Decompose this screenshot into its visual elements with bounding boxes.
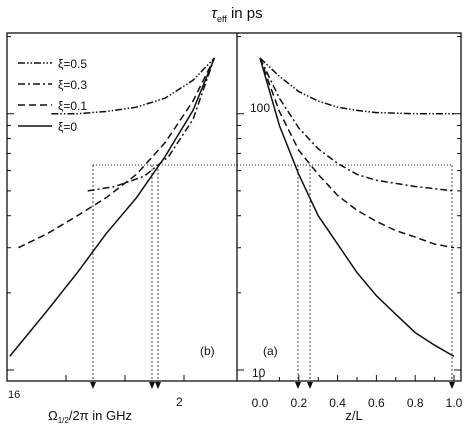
legend-label-2: ξ=0.1: [58, 99, 87, 113]
y-tick-label-100: 100: [250, 101, 270, 115]
panel-label-a: (a): [263, 344, 278, 358]
x-tick-label-16: 16: [8, 389, 20, 401]
legend-label-1: ξ=0.3: [58, 78, 87, 92]
x-ticks-panel-a: 0.0 0.2 0.4 0.6 0.8 1.0: [6, 375, 463, 410]
data-curves: [9, 57, 455, 358]
guide-arrowhead: [307, 382, 313, 389]
x-axis-label-a: z/L: [345, 408, 362, 423]
x-tick-label-2: 2: [176, 395, 183, 409]
x-tick-label-a: 0.4: [329, 396, 346, 410]
x-tick-label-a: 0.0: [252, 396, 269, 410]
guide-arrowhead: [90, 382, 96, 389]
panel-b-series-2: [18, 57, 216, 249]
chart-title: τeff in ps: [211, 5, 262, 24]
y-tick-label-10: 10: [252, 366, 266, 380]
plot-frame: [6, 32, 462, 382]
legend-label-0: ξ=0.5: [58, 57, 87, 71]
guide-arrowhead: [449, 382, 455, 389]
guide-arrows: [90, 165, 455, 389]
legend-label-3: ξ=0: [58, 120, 77, 134]
x-tick-label-a: 1.0: [446, 396, 463, 410]
panel-a-series-1: [259, 57, 455, 192]
guide-arrowhead: [155, 382, 161, 389]
panel-b-series-1: [87, 57, 216, 192]
panel-b-series-0: [51, 57, 215, 115]
panel-a-series-3: [259, 57, 455, 358]
x-tick-label-a: 0.2: [290, 396, 307, 410]
guide-arrowhead: [295, 382, 301, 389]
y-axis-ticks: [7, 36, 461, 371]
x-tick-label-a: 0.8: [407, 396, 424, 410]
legend: ξ=0.5 ξ=0.3 ξ=0.1 ξ=0: [18, 57, 87, 134]
panel-a-series-2: [259, 57, 455, 249]
panel-b-series-3: [9, 57, 216, 357]
x-tick-label-a: 0.6: [368, 396, 385, 410]
guide-arrowhead: [149, 382, 155, 389]
x-axis-label-b: Ω1/2/2π in GHz: [48, 408, 132, 425]
panel-label-b: (b): [200, 344, 215, 358]
panel-a-series-0: [259, 57, 454, 115]
